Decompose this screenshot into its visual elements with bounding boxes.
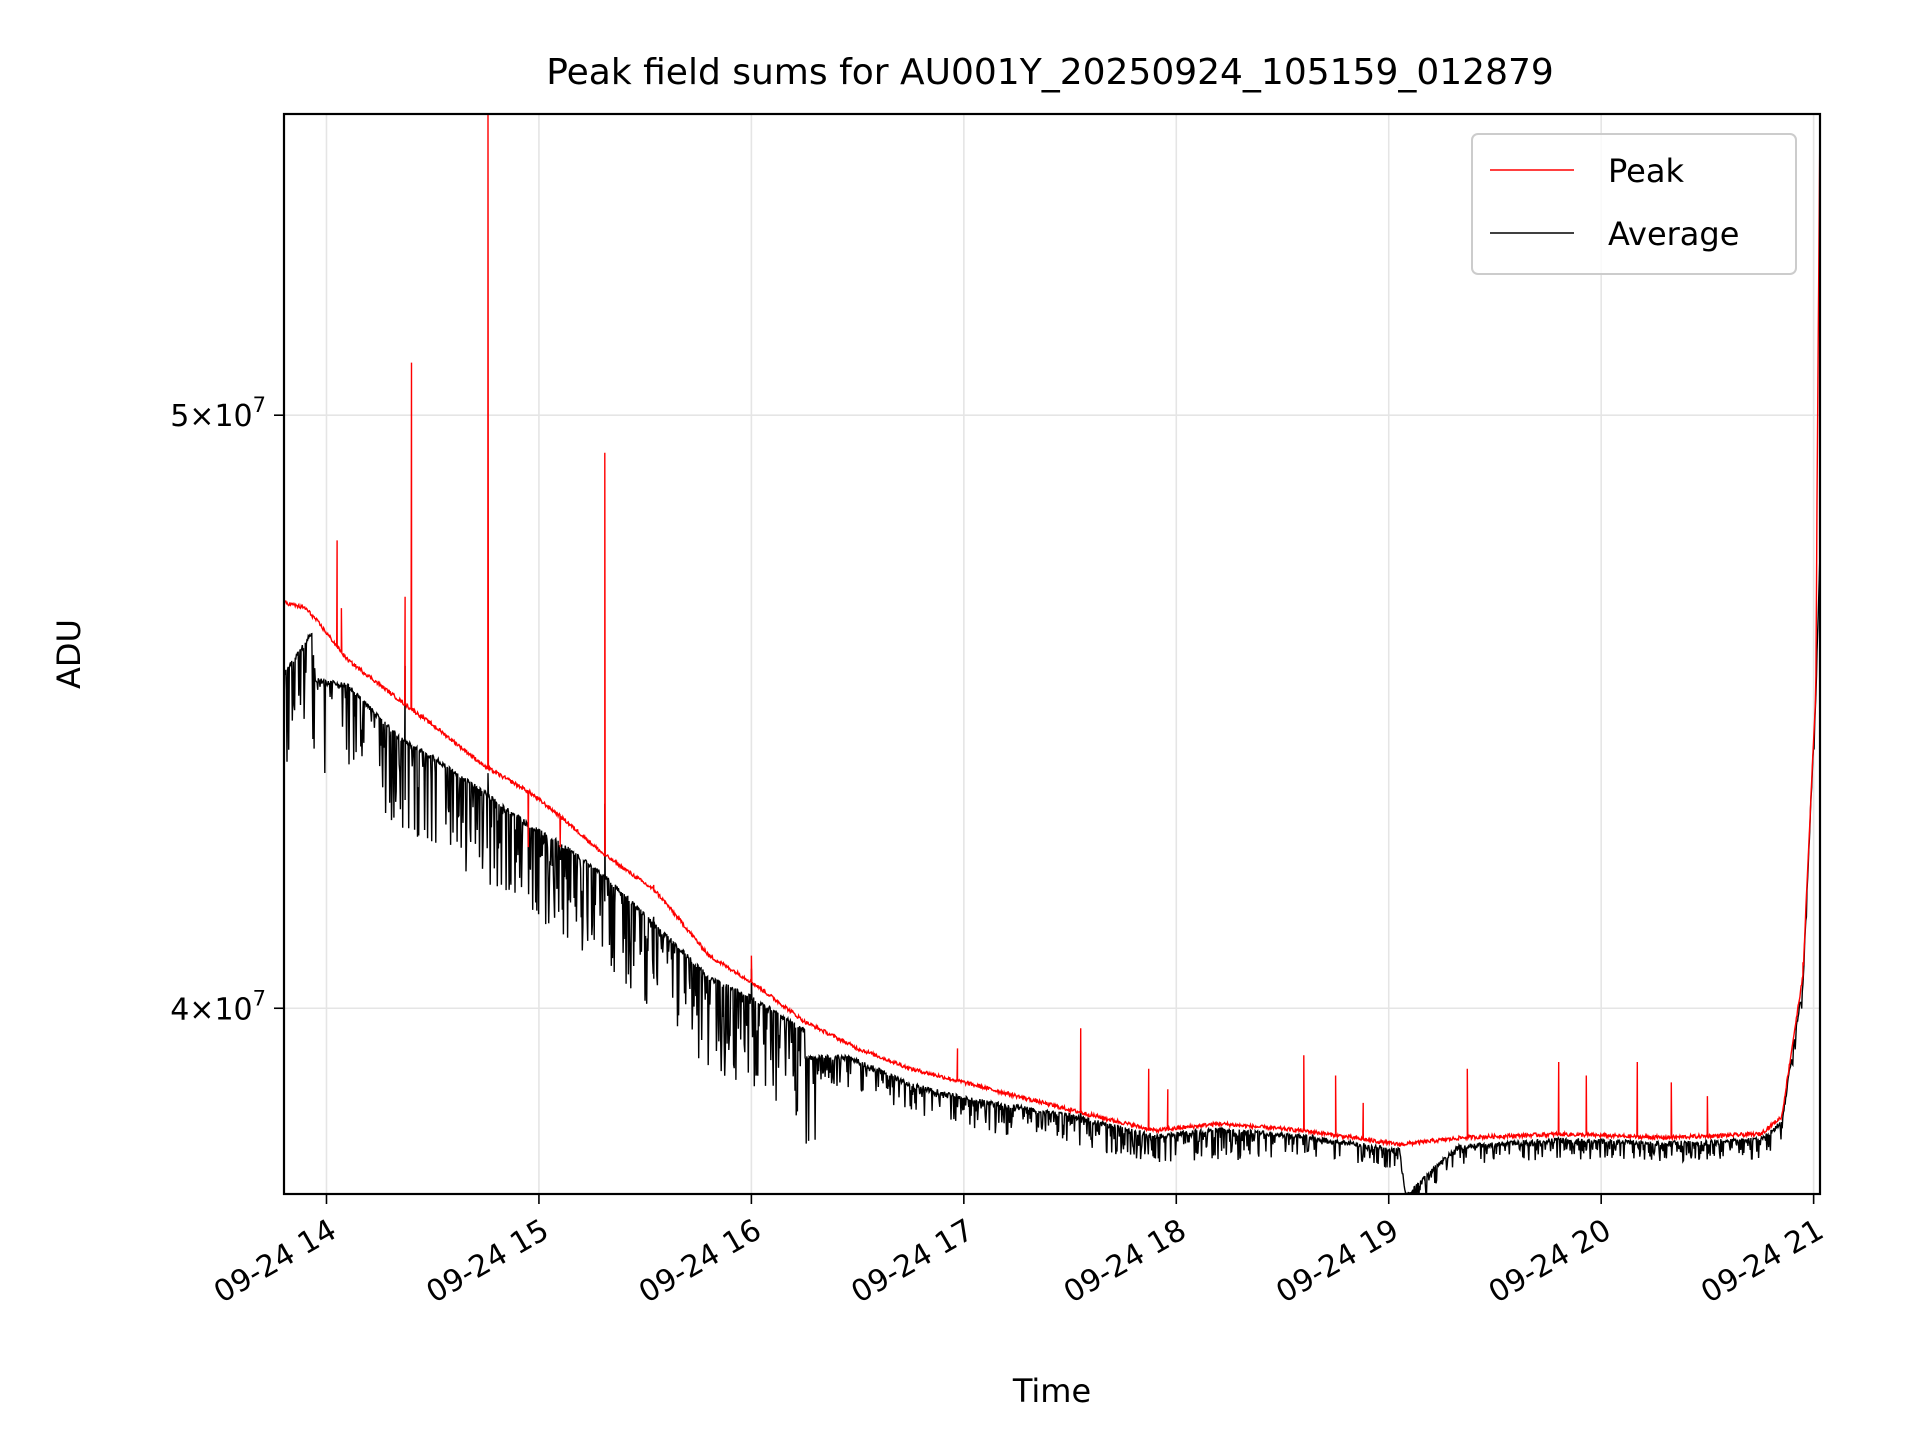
x-tick-label: 09-24 20 [1483, 1213, 1617, 1311]
x-tick-label: 09-24 15 [421, 1213, 555, 1311]
legend: Peak Average [1471, 133, 1797, 275]
x-tick-label: 09-24 17 [846, 1213, 980, 1311]
grid-layer [284, 114, 1820, 1194]
y-axis-label: ADU [50, 619, 88, 689]
series-layer [284, 114, 1820, 1194]
x-tick-label: 09-24 18 [1058, 1213, 1192, 1311]
plot-frame [282, 112, 1822, 1196]
y-tick-label: 5×107 [170, 393, 266, 434]
legend-peak-label: Peak [1608, 152, 1684, 190]
x-tick-label: 09-24 21 [1695, 1213, 1829, 1311]
legend-box [1471, 133, 1797, 275]
x-axis-label: Time [1012, 1372, 1091, 1410]
x-tick-label: 09-24 14 [208, 1213, 342, 1311]
x-tick-label: 09-24 16 [633, 1213, 767, 1311]
y-tick-label: 4×107 [170, 986, 266, 1027]
tick-layer: 09-24 14 09-24 15 09-24 16 09-24 17 09-24 18… [170, 393, 1829, 1310]
average-series-line [284, 552, 1820, 1194]
x-tick-label: 09-24 19 [1270, 1213, 1404, 1311]
chart-title: Peak field sums for AU001Y_20250924_1051… [546, 52, 1554, 93]
peak-series-line [284, 114, 1820, 1148]
legend-average-label: Average [1608, 215, 1739, 253]
